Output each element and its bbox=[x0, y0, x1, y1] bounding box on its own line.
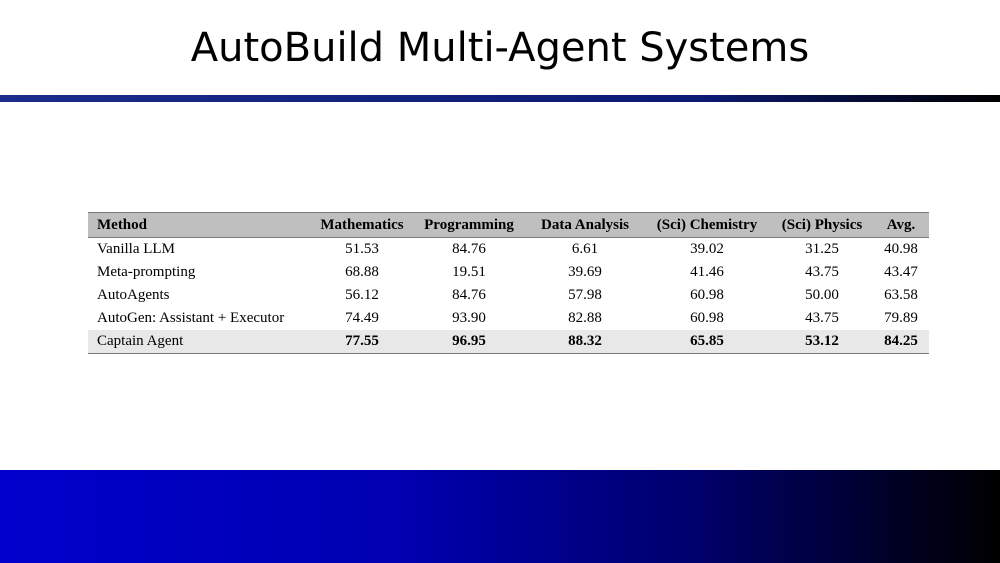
value-cell: 50.00 bbox=[805, 287, 839, 303]
value-cell: 31.25 bbox=[805, 241, 839, 257]
value-cell: 84.25 bbox=[873, 330, 929, 354]
value-cell: 79.89 bbox=[884, 310, 918, 326]
footer-band bbox=[0, 470, 1000, 563]
value-cell: 6.61 bbox=[571, 241, 599, 257]
header-physics: (Sci) Physics bbox=[771, 212, 873, 238]
value-cell: 51.53 bbox=[345, 241, 379, 257]
value-cell: 43.75 bbox=[805, 310, 839, 326]
header-data-analysis: Data Analysis bbox=[527, 212, 643, 238]
value-cell: 82.88 bbox=[568, 310, 602, 326]
value-cell: 41.46 bbox=[690, 264, 724, 280]
table-row: Meta-prompting 68.88 19.51 39.69 41.46 4… bbox=[88, 261, 929, 284]
value-cell: 65.85 bbox=[643, 330, 771, 354]
table-row-highlighted: Captain Agent 77.55 96.95 88.32 65.85 53… bbox=[88, 330, 929, 354]
value-cell: 57.98 bbox=[568, 287, 602, 303]
table-row: Vanilla LLM 51.53 84.76 6.61 39.02 31.25… bbox=[88, 238, 929, 262]
table-row: AutoAgents 56.12 84.76 57.98 60.98 50.00… bbox=[88, 284, 929, 307]
value-cell: 60.98 bbox=[690, 310, 724, 326]
value-cell: 19.51 bbox=[452, 264, 486, 280]
value-cell: 53.12 bbox=[771, 330, 873, 354]
method-cell: Captain Agent bbox=[88, 330, 313, 354]
value-cell: 93.90 bbox=[452, 310, 486, 326]
value-cell: 84.76 bbox=[452, 287, 486, 303]
value-cell: 96.95 bbox=[411, 330, 527, 354]
header-average: Avg. bbox=[873, 212, 929, 238]
slide-title: AutoBuild Multi-Agent Systems bbox=[190, 25, 810, 71]
value-cell: 39.69 bbox=[568, 264, 602, 280]
header-mathematics: Mathematics bbox=[313, 212, 411, 238]
table-header-row: Method Mathematics Programming Data Anal… bbox=[88, 212, 929, 238]
results-table: Method Mathematics Programming Data Anal… bbox=[88, 212, 929, 354]
value-cell: 68.88 bbox=[345, 264, 379, 280]
table-row: AutoGen: Assistant + Executor 74.49 93.9… bbox=[88, 307, 929, 330]
results-table-container: Method Mathematics Programming Data Anal… bbox=[88, 212, 929, 354]
value-cell: 43.75 bbox=[805, 264, 839, 280]
value-cell: 43.47 bbox=[884, 264, 918, 280]
value-cell: 77.55 bbox=[313, 330, 411, 354]
value-cell: 63.58 bbox=[884, 287, 918, 303]
method-cell: Meta-prompting bbox=[97, 264, 196, 280]
value-cell: 56.12 bbox=[345, 287, 379, 303]
value-cell: 74.49 bbox=[345, 310, 379, 326]
header-programming: Programming bbox=[411, 212, 527, 238]
title-divider bbox=[0, 95, 1000, 102]
method-cell: AutoGen: Assistant + Executor bbox=[97, 310, 285, 326]
method-cell: AutoAgents bbox=[97, 287, 170, 303]
value-cell: 40.98 bbox=[884, 241, 918, 257]
method-cell: Vanilla LLM bbox=[97, 241, 175, 257]
header-chemistry: (Sci) Chemistry bbox=[643, 212, 771, 238]
header-method: Method bbox=[88, 212, 313, 238]
value-cell: 60.98 bbox=[690, 287, 724, 303]
value-cell: 84.76 bbox=[452, 241, 486, 257]
value-cell: 39.02 bbox=[690, 241, 724, 257]
value-cell: 88.32 bbox=[527, 330, 643, 354]
